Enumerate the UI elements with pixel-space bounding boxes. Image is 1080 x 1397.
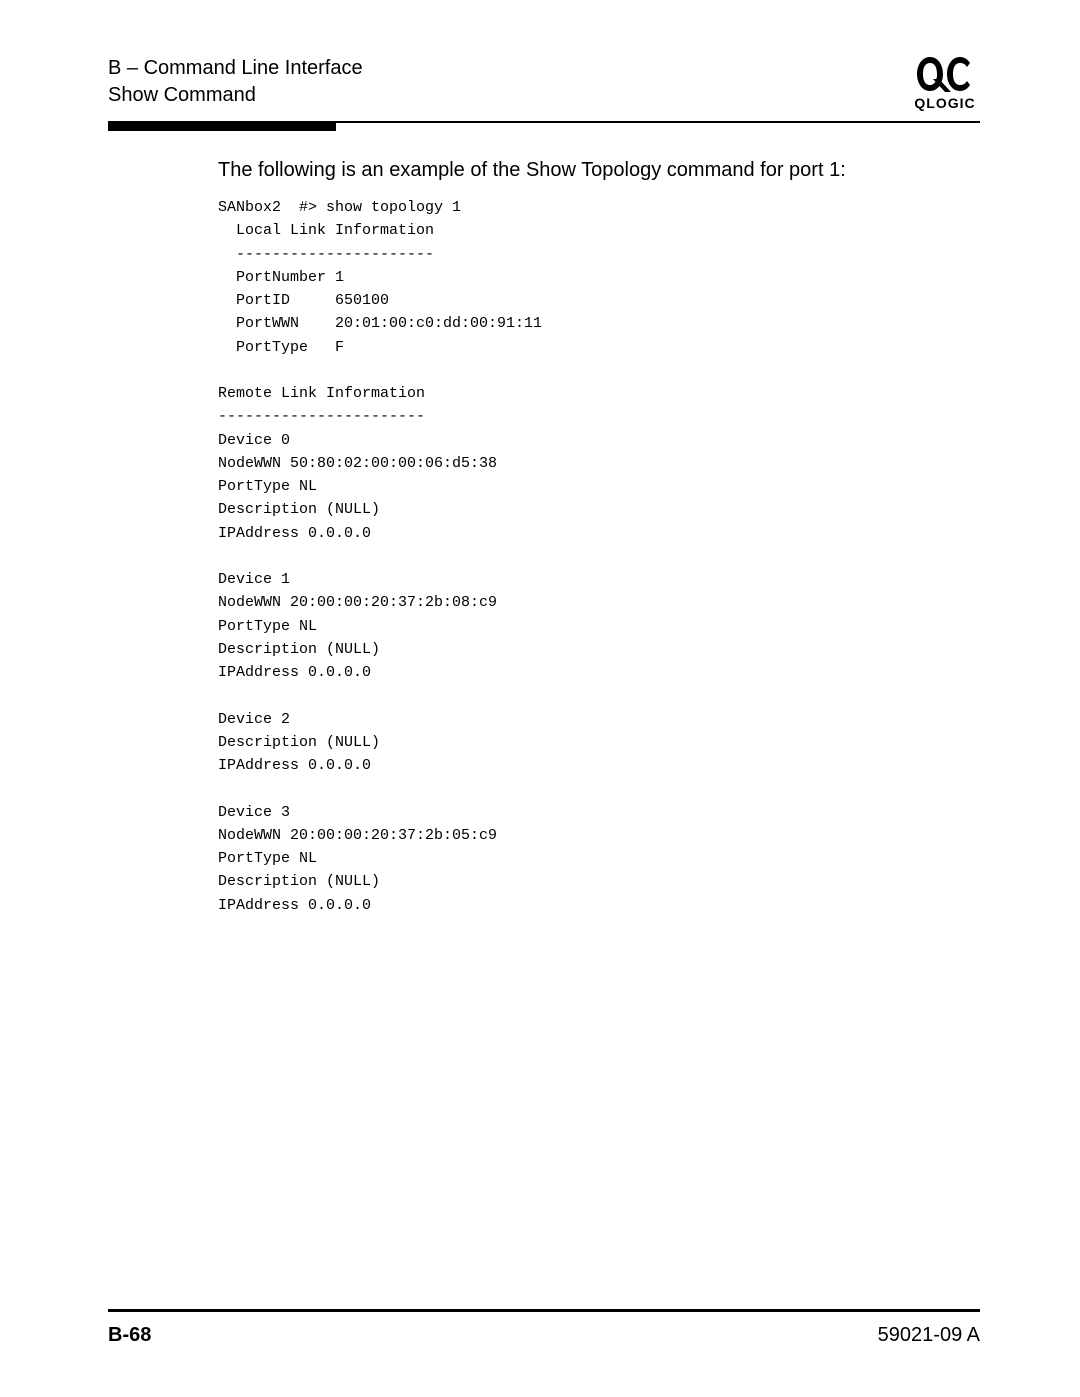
- page-footer: B-68 59021-09 A: [108, 1324, 980, 1347]
- doc-number: 59021-09 A: [878, 1324, 980, 1347]
- logo-text: QLOGIC: [914, 95, 975, 111]
- qlogic-logo: QLOGIC: [910, 55, 980, 115]
- page-header: B – Command Line Interface Show Command …: [108, 55, 980, 115]
- qlogic-logo-icon: [915, 55, 975, 93]
- footer-rule: [108, 1309, 980, 1312]
- page-content: The following is an example of the Show …: [218, 159, 980, 1289]
- header-rule-thick: [108, 121, 336, 131]
- header-titles: B – Command Line Interface Show Command: [108, 55, 363, 109]
- header-rule: [108, 121, 980, 131]
- header-line-2: Show Command: [108, 82, 363, 109]
- intro-text: The following is an example of the Show …: [218, 159, 980, 182]
- code-block: SANbox2 #> show topology 1 Local Link In…: [218, 196, 980, 917]
- header-line-1: B – Command Line Interface: [108, 55, 363, 82]
- page-number: B-68: [108, 1324, 151, 1347]
- page: B – Command Line Interface Show Command …: [0, 0, 1080, 1397]
